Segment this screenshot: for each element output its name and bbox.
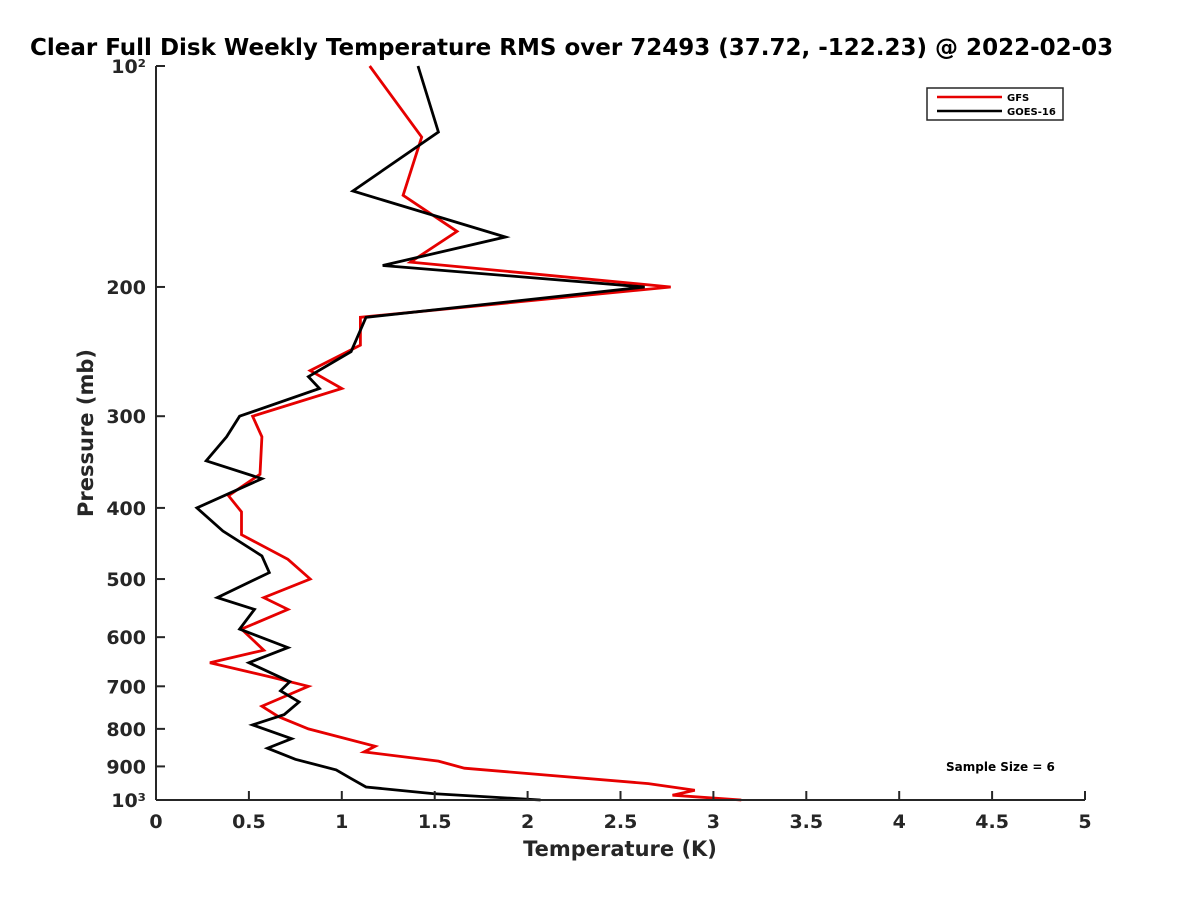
x-tick-label: 1 — [335, 811, 348, 833]
x-axis-ticks: 0 0.5 1 1.5 2 2.5 3 3.5 4 4.5 5 — [149, 791, 1092, 833]
x-tick-label: 4 — [893, 811, 906, 833]
y-tick-label: 900 — [106, 756, 146, 778]
y-axis-title: Pressure (mb) — [74, 349, 98, 517]
x-tick-label: 0 — [149, 811, 162, 833]
plot-lines — [194, 65, 742, 802]
y-tick-label: 400 — [106, 498, 146, 520]
y-tick-label: 200 — [106, 277, 146, 299]
legend: GFS GOES-16 — [926, 87, 1064, 121]
legend-box — [926, 87, 1064, 121]
legend-label-goes16: GOES-16 — [1007, 107, 1056, 118]
y-tick-label: 800 — [106, 719, 146, 741]
x-tick-label: 2.5 — [604, 811, 638, 833]
x-tick-label: 0.5 — [232, 811, 266, 833]
x-tick-label: 5 — [1078, 811, 1091, 833]
series-line-goes-16 — [194, 65, 645, 802]
legend-label-gfs: GFS — [1007, 93, 1029, 104]
chart-title: Clear Full Disk Weekly Temperature RMS o… — [30, 35, 1113, 61]
series-line-gfs — [209, 65, 742, 802]
y-tick-label: 10³ — [111, 790, 146, 812]
y-tick-label: 10² — [111, 56, 146, 78]
x-tick-label: 1.5 — [418, 811, 452, 833]
x-tick-label: 4.5 — [975, 811, 1009, 833]
x-axis-title: Temperature (K) — [523, 837, 717, 861]
x-tick-label: 3.5 — [789, 811, 823, 833]
y-tick-label: 700 — [106, 676, 146, 698]
y-tick-label: 600 — [106, 627, 146, 649]
y-tick-label: 500 — [106, 569, 146, 591]
y-tick-label: 300 — [106, 406, 146, 428]
y-axis-ticks: 10² 200 300 400 500 600 700 800 900 10³ — [106, 56, 165, 812]
x-tick-label: 2 — [521, 811, 534, 833]
x-tick-label: 3 — [707, 811, 720, 833]
sample-size-annotation: Sample Size = 6 — [946, 760, 1055, 774]
